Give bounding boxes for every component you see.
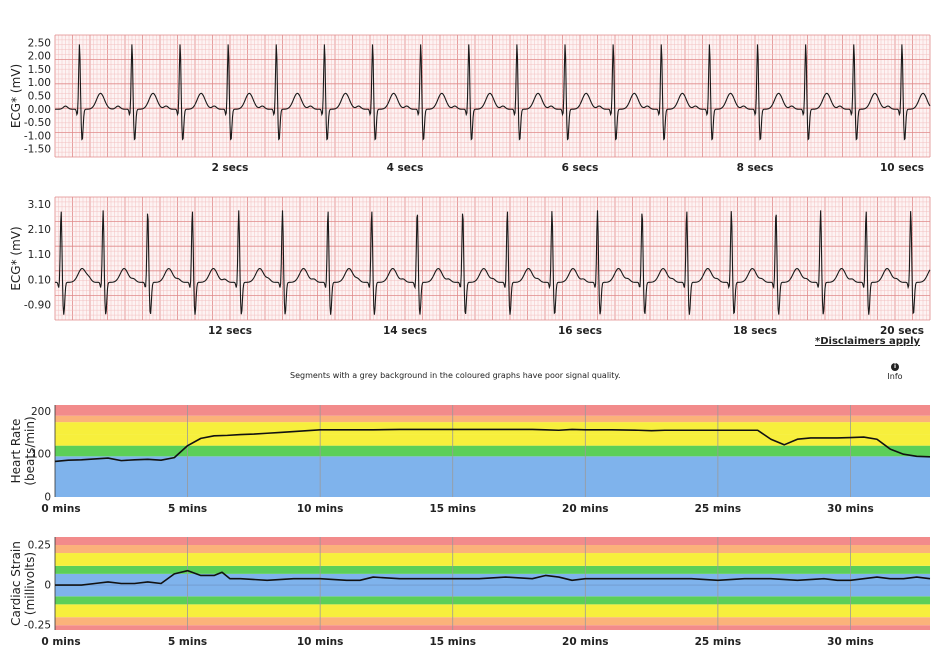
trend-xtick-label: 15 mins [429,503,476,515]
ecg-xtick-label: 14 secs [383,325,427,337]
trend-xtick-label: 15 mins [429,636,476,648]
trend-xtick-label: 30 mins [827,503,874,515]
ecg-xtick-label: 6 secs [562,162,599,174]
trend-ytick-label: -0.25 [24,620,51,632]
ecg-xtick-label: 2 secs [212,162,249,174]
zone-band [55,565,930,574]
trend-panel-4: 0.25 0 -0.25 0 mins 5 mins 10 mins 15 mins 20 m… [9,537,931,648]
ecg-ytick-label: 1.00 [28,77,51,89]
trend-xtick-label: 5 mins [168,503,207,515]
trend-xtick-label: 20 mins [562,503,609,515]
ecg-xtick-label: 10 secs [880,162,924,174]
ecg-xtick-label: 20 secs [880,325,924,337]
zone-band [55,617,930,626]
trend-ylabel: (beats/min) [23,416,37,485]
zone-band [55,537,930,546]
zone-band [55,545,930,554]
trend-xtick-label: 10 mins [297,503,344,515]
zone-band [55,405,930,416]
ecg-xtick-label: 8 secs [737,162,774,174]
trend-xtick-label: 5 mins [168,636,207,648]
trend-ytick-label: 0 [44,580,51,592]
zone-band [55,553,930,566]
trend-ylabel: Heart Rate [9,419,23,484]
zone-band [55,415,930,423]
trend-ylabel: (millivolts) [23,552,37,615]
disclaimer-link[interactable]: *Disclaimers apply [815,336,921,347]
trend-xtick-label: 0 mins [41,503,80,515]
zone-band [55,445,930,457]
ecg-ytick-label: -0.50 [24,117,51,129]
trend-xtick-label: 10 mins [297,636,344,648]
ecg-trace [54,210,931,315]
trend-ytick-label: 200 [31,406,51,418]
ecg-ylabel: ECG* (mV) [9,226,23,290]
trend-xtick-label: 25 mins [695,636,742,648]
trend-series-line [54,428,931,463]
info-label: Info [887,372,903,381]
trend-ytick-label: 0.25 [28,540,51,552]
ecg-ytick-label: -0.90 [24,299,51,311]
ecg-ytick-label: 2.10 [28,224,51,236]
trend-xtick-label: 20 mins [562,636,609,648]
ecg-ytick-label: 1.10 [28,249,51,261]
trend-ytick-label: 100 [31,449,51,461]
ecg-ytick-label: 0.10 [28,274,51,286]
trend-xtick-label: 0 mins [41,636,80,648]
info-button[interactable]: i Info [884,363,906,381]
ecg-xtick-label: 16 secs [558,325,602,337]
trend-xtick-label: 25 mins [695,503,742,515]
zone-band [55,596,930,605]
ecg-ytick-label: 3.10 [28,199,51,211]
ecg-xtick-label: 12 secs [208,325,252,337]
ecg-ytick-label: -1.50 [24,144,51,156]
ecg-panel-1: 2.50 2.001.501.00 0.500.00-0.50-1.00 -1.50 2… [9,34,931,174]
trend-xtick-label: 30 mins [827,636,874,648]
ecg-xtick-label: 4 secs [387,162,424,174]
ecg-xtick-label: 18 secs [733,325,777,337]
ecg-ytick-label: -1.00 [24,130,51,142]
trend-series-line [55,569,931,586]
ecg-ytick-label: 0.50 [28,91,51,103]
info-icon: i [891,363,899,371]
trend-panel-3: 200 100 00 mins 5 mins 10 mins 15 mins 20 mins… [9,405,931,515]
signal-quality-note: Segments with a grey background in the c… [290,371,621,380]
ecg-ytick-label: 0.00 [28,104,51,116]
zone-band [55,604,930,618]
zone-band [55,434,930,446]
ecg-ytick-label: 1.50 [28,64,51,76]
ecg-ytick-label: 2.00 [28,51,51,63]
zone-band [55,625,930,630]
trend-ytick-label: 0 [44,492,51,504]
ecg-trace [55,44,931,141]
trend-ylabel: Cardiac Strain [9,541,23,626]
ecg-ytick-label: 2.50 [28,37,51,49]
ecg-ylabel: ECG* (mV) [9,64,23,128]
zone-band [55,456,930,497]
zone-band [55,422,930,435]
ecg-panel-2: 3.10 2.10 1.10 0.10 -0.90 12 secs 14 secs 16 se… [9,196,931,337]
